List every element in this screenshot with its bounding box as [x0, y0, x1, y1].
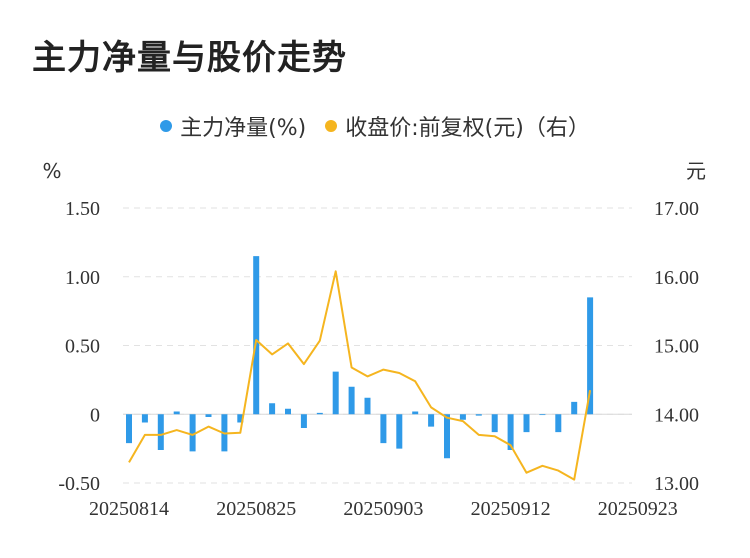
legend-item-price[interactable]: 收盘价:前复权(元)（右） [325, 110, 590, 142]
left-tick-label: 1.00 [65, 267, 100, 289]
right-tick-label: 13.00 [654, 473, 699, 495]
right-tick-label: 15.00 [654, 336, 699, 358]
left-axis-unit: % [42, 159, 61, 183]
net-volume-bar[interactable] [571, 401, 578, 415]
x-tick-label: 20250912 [471, 498, 551, 520]
x-tick-label: 20250903 [343, 498, 423, 520]
net-volume-bar[interactable] [428, 414, 435, 427]
net-volume-bar[interactable] [126, 414, 132, 444]
net-volume-bar[interactable] [300, 414, 307, 428]
net-volume-bar[interactable] [459, 414, 466, 420]
x-tick-label: 20250814 [89, 498, 169, 520]
left-tick-label: 1.50 [65, 198, 100, 220]
net-volume-bar[interactable] [507, 414, 514, 450]
left-tick-label: -0.50 [58, 473, 100, 495]
net-volume-bar[interactable] [444, 414, 450, 459]
net-volume-bar[interactable] [269, 403, 276, 415]
net-volume-bar[interactable] [539, 414, 546, 416]
right-tick-label: 17.00 [654, 198, 699, 220]
net-volume-bar[interactable] [587, 297, 594, 415]
legend: 主力净量(%) 收盘价:前复权(元)（右） [0, 110, 750, 142]
net-volume-bar[interactable] [555, 414, 562, 433]
net-volume-bar[interactable] [380, 414, 387, 444]
net-volume-bar[interactable] [523, 414, 530, 433]
right-tick-label: 14.00 [654, 404, 699, 426]
net-volume-bar[interactable] [157, 414, 164, 450]
net-volume-bar[interactable] [316, 412, 323, 415]
price-line[interactable] [128, 270, 592, 481]
x-tick-label: 20250825 [216, 498, 296, 520]
net-volume-bar[interactable] [189, 414, 196, 452]
legend-price-label: 收盘价:前复权(元)（右） [345, 116, 590, 141]
chart-title: 主力净量与股价走势 [32, 38, 347, 78]
net-volume-bar[interactable] [285, 408, 291, 415]
net-volume-bar[interactable] [205, 414, 212, 417]
legend-net-label: 主力净量(%) [180, 116, 307, 141]
net-volume-bar[interactable] [237, 414, 244, 423]
net-volume-bar[interactable] [141, 414, 148, 423]
legend-item-net[interactable]: 主力净量(%) [160, 110, 306, 142]
net-volume-bar[interactable] [348, 386, 355, 415]
legend-net-dot [160, 120, 173, 132]
net-volume-bar[interactable] [253, 256, 260, 415]
net-volume-bar[interactable] [364, 397, 371, 415]
right-tick-label: 16.00 [654, 267, 699, 289]
net-volume-bar[interactable] [396, 414, 403, 449]
right-axis-unit: 元 [686, 159, 706, 183]
net-volume-bar[interactable] [332, 371, 339, 415]
left-tick-label: 0.50 [65, 336, 100, 358]
legend-price-dot [325, 120, 338, 132]
x-tick-label: 20250923 [598, 498, 678, 520]
net-volume-bar[interactable] [475, 414, 482, 416]
net-volume-bar[interactable] [412, 411, 419, 415]
left-tick-label: 0 [90, 404, 100, 426]
net-volume-bar[interactable] [491, 414, 498, 433]
net-volume-bar[interactable] [173, 411, 180, 415]
